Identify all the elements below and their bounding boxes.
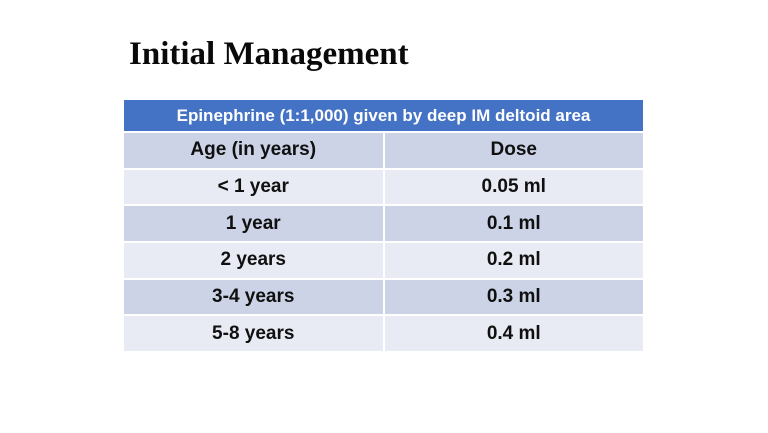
dose-cell: 0.1 ml (382, 206, 643, 242)
table-column-header-row: Age (in years) Dose (124, 131, 643, 168)
table-row: 1 year 0.1 ml (124, 204, 643, 242)
dose-cell: 0.3 ml (382, 279, 643, 315)
page-title: Initial Management (129, 36, 409, 72)
age-cell: 3-4 years (124, 279, 383, 315)
table-merged-header: Epinephrine (1:1,000) given by deep IM d… (124, 100, 643, 131)
column-header-age: Age (in years) (124, 133, 383, 168)
age-cell: 1 year (124, 206, 383, 242)
age-cell: < 1 year (124, 169, 383, 205)
epinephrine-dose-table: Epinephrine (1:1,000) given by deep IM d… (124, 100, 643, 352)
dose-cell: 0.4 ml (382, 316, 643, 352)
dose-cell: 0.05 ml (382, 169, 643, 205)
age-cell: 5-8 years (124, 316, 383, 352)
table-row: 3-4 years 0.3 ml (124, 277, 643, 315)
column-header-dose: Dose (382, 133, 643, 168)
table-row: 2 years 0.2 ml (124, 241, 643, 278)
age-cell: 2 years (124, 243, 383, 278)
dose-cell: 0.2 ml (382, 243, 643, 278)
table-row: 5-8 years 0.4 ml (124, 314, 643, 352)
table-row: < 1 year 0.05 ml (124, 167, 643, 205)
